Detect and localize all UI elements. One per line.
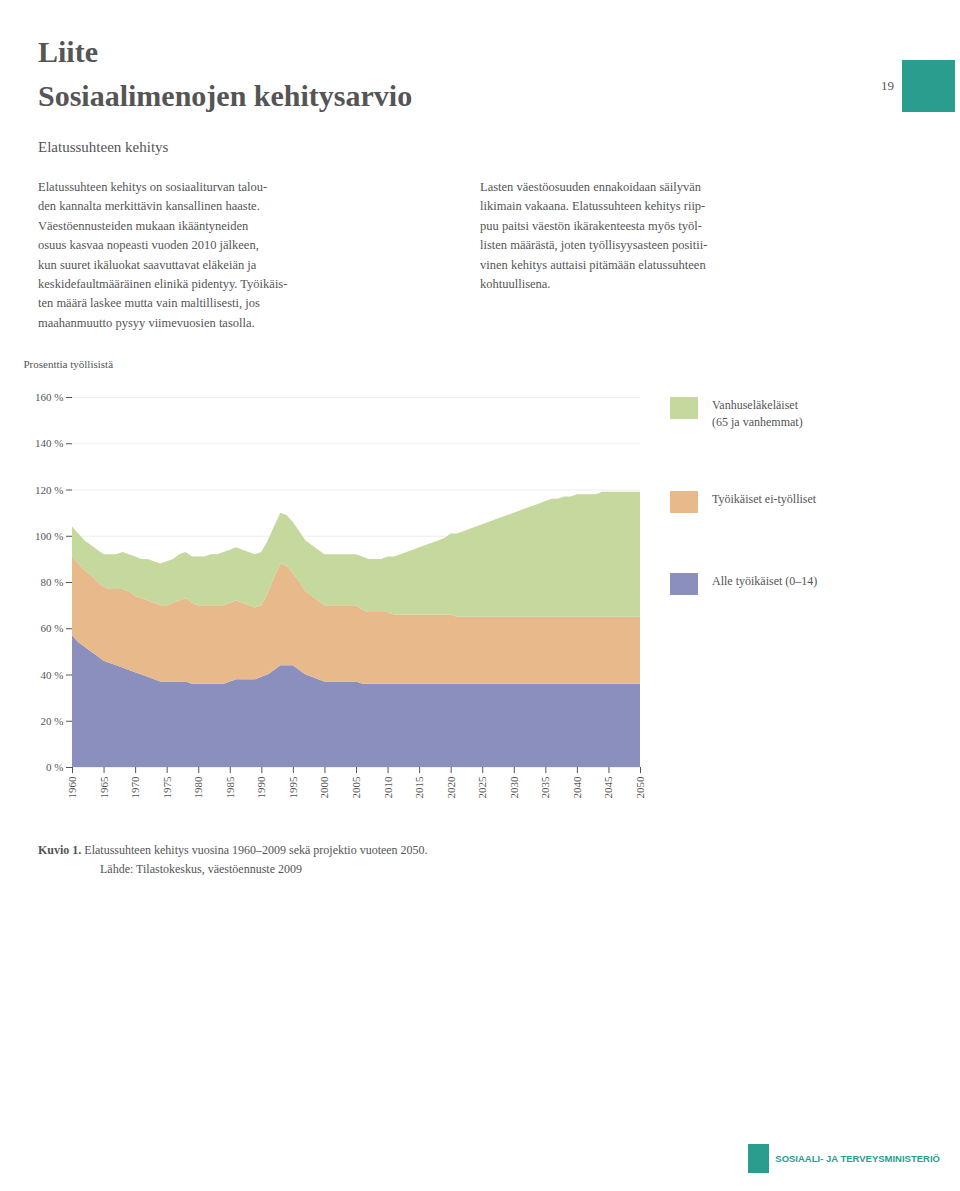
svg-text:20 %: 20 % [41, 715, 64, 727]
svg-text:2020: 2020 [445, 776, 457, 799]
svg-text:1960: 1960 [66, 776, 78, 799]
svg-text:140 %: 140 % [35, 437, 63, 449]
svg-text:2025: 2025 [476, 776, 488, 799]
svg-text:60 %: 60 % [41, 622, 64, 634]
svg-text:Prosenttia työllisistä: Prosenttia työllisistä [24, 358, 114, 370]
html-text:Vanhuseläkeläiset (65 ja vanhe: Vanhuseläkeläiset (65 ja vanhemmat) [712, 398, 803, 429]
svg-text:2015: 2015 [413, 776, 425, 799]
svg-text:1975: 1975 [161, 776, 173, 799]
svg-text:160 %: 160 % [35, 391, 63, 403]
svg-text:2045: 2045 [602, 776, 614, 799]
html-text:Elatussuhteen kehitys on sosia: Elatussuhteen kehitys on sosiaaliturvan … [38, 180, 288, 330]
svg-text:120 %: 120 % [35, 484, 63, 496]
html-text:Lähde: Tilastokeskus, väestöen: Lähde: Tilastokeskus, väestöennuste 2009 [100, 862, 302, 877]
svg-text:1985: 1985 [224, 776, 236, 799]
html-text:Kuvio 1. Elatussuhteen kehitys: Kuvio 1. Elatussuhteen kehitys vuosina 1… [38, 843, 428, 857]
html-text:SOSIAALI- JA TERVEYSMINISTERIÖ: SOSIAALI- JA TERVEYSMINISTERIÖ [775, 1153, 940, 1164]
svg-text:1990: 1990 [255, 776, 267, 799]
svg-text:2030: 2030 [508, 776, 520, 799]
svg-text:2000: 2000 [318, 776, 330, 799]
html-text:Liite Sosiaalimenojen kehitysa: Liite Sosiaalimenojen kehitysarvio [38, 35, 413, 112]
svg-text:1995: 1995 [287, 776, 299, 799]
svg-text:80 %: 80 % [41, 576, 64, 588]
svg-text:2040: 2040 [571, 776, 583, 799]
svg-text:0 %: 0 % [46, 761, 63, 773]
svg-text:1980: 1980 [192, 776, 204, 799]
svg-text:2050: 2050 [634, 776, 646, 799]
html-text:19: 19 [881, 78, 894, 93]
html-text:Työikäiset ei-työlliset: Työikäiset ei-työlliset [712, 491, 817, 506]
svg-text:2005: 2005 [350, 776, 362, 799]
svg-text:100 %: 100 % [35, 530, 63, 542]
svg-text:2010: 2010 [382, 776, 394, 799]
svg-text:2035: 2035 [539, 776, 551, 799]
html-text:Alle työikäiset (0–14): Alle työikäiset (0–14) [712, 573, 818, 588]
html-text:Elatussuhteen kehitys: Elatussuhteen kehitys [38, 139, 169, 155]
svg-text:1970: 1970 [129, 776, 141, 799]
svg-text:1965: 1965 [98, 776, 110, 799]
svg-text:40 %: 40 % [41, 669, 64, 681]
html-text:Lasten väestöosuuden ennakoida: Lasten väestöosuuden ennakoidaan säilyvä… [480, 180, 708, 291]
